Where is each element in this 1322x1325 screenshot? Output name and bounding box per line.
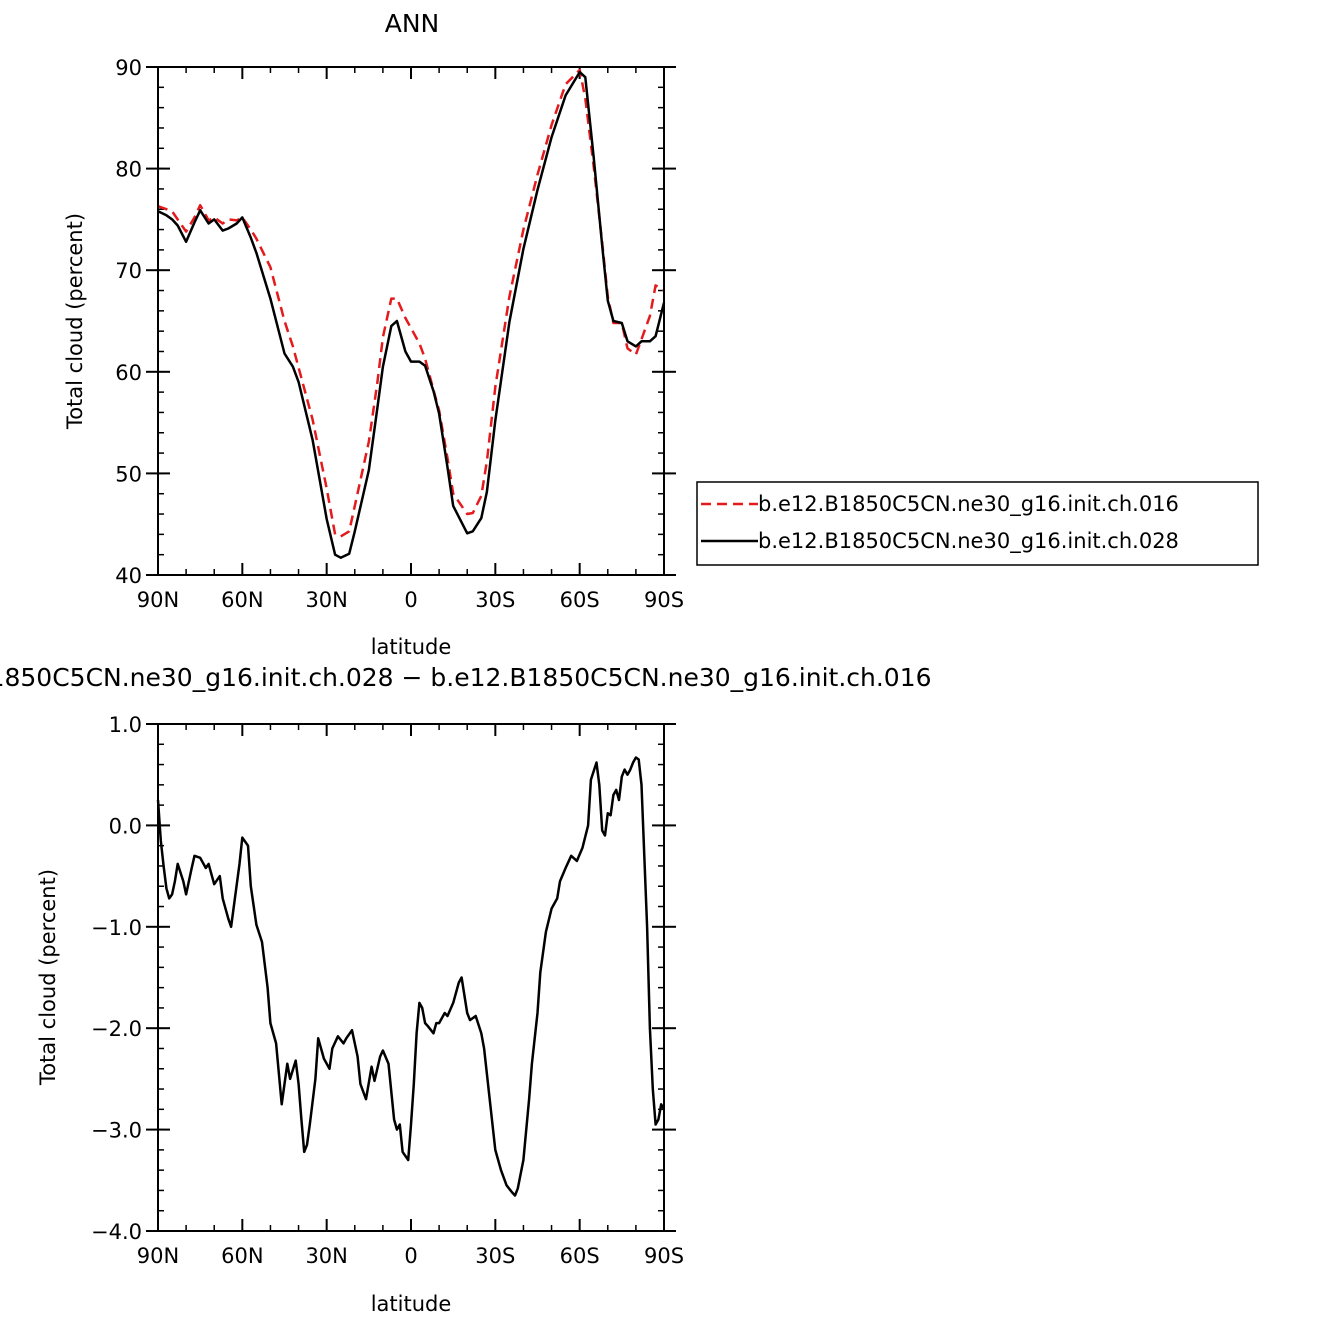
series-group — [156, 756, 666, 1197]
legend-label-016: b.e12.B1850C5CN.ne30_g16.init.ch.016 — [758, 492, 1179, 517]
y-tick-label: −3.0 — [91, 1119, 142, 1143]
series-line-0 — [156, 756, 666, 1197]
legend-box — [696, 481, 1259, 566]
y-axis-label: Total cloud (percent) — [63, 213, 87, 430]
y-tick-label: 1.0 — [109, 713, 142, 737]
x-tick-label: 90N — [137, 1244, 179, 1268]
y-tick-label: 80 — [115, 158, 142, 182]
y-tick-label: −4.0 — [91, 1220, 142, 1244]
x-tick-label: 30S — [475, 588, 515, 612]
y-tick-label: 0.0 — [109, 814, 142, 838]
annual-cloud-panel: ANN 90N 60N 30N 0 30S 60S 90S 40 50 60 70 80 90 lati… — [63, 9, 684, 659]
x-tick-label: 30N — [305, 588, 347, 612]
x-tick-label: 30N — [305, 1244, 347, 1268]
panel-title: ANN — [385, 9, 440, 38]
x-axis-label: latitude — [371, 1292, 452, 1316]
x-tick-label: 60N — [221, 588, 263, 612]
y-tick-label: 90 — [115, 56, 142, 80]
x-tick-label: 0 — [404, 1244, 417, 1268]
difference-title: b.e12.B1850C5CN.ne30_g16.init.ch.028 − b… — [0, 663, 932, 692]
x-tick-label: 60N — [221, 1244, 263, 1268]
plot-frame — [157, 723, 665, 1232]
x-tick-label: 90S — [644, 1244, 684, 1268]
x-tick-label: 60S — [560, 1244, 600, 1268]
y-axis-label: Total cloud (percent) — [36, 869, 60, 1086]
difference-panel: b.e12.B1850C5CN.ne30_g16.init.ch.028 − b… — [0, 663, 932, 1316]
series-group — [157, 68, 666, 559]
y-tick-label: 70 — [115, 259, 142, 283]
x-tick-label: 60S — [560, 588, 600, 612]
ticks-group: 90N 60N 30N 0 30S 60S 90S 1.0 0.0 −1.0 −2.0 −3.0 −4.… — [91, 713, 684, 1268]
y-tick-label: −1.0 — [91, 916, 142, 940]
y-tick-label: 60 — [115, 361, 142, 385]
legend-label-028: b.e12.B1850C5CN.ne30_g16.init.ch.028 — [758, 529, 1179, 554]
x-axis-label: latitude — [371, 635, 452, 659]
y-tick-label: 50 — [115, 462, 142, 486]
plot-frame — [157, 66, 665, 576]
y-tick-label: 40 — [115, 564, 142, 588]
series-line-1 — [157, 70, 666, 559]
series-line-0 — [157, 68, 665, 538]
x-tick-label: 90N — [137, 588, 179, 612]
y-tick-label: −2.0 — [91, 1017, 142, 1041]
x-tick-label: 90S — [644, 588, 684, 612]
x-tick-label: 30S — [475, 1244, 515, 1268]
legend: b.e12.B1850C5CN.ne30_g16.init.ch.016 b.e… — [696, 481, 1259, 566]
x-tick-label: 0 — [404, 588, 417, 612]
